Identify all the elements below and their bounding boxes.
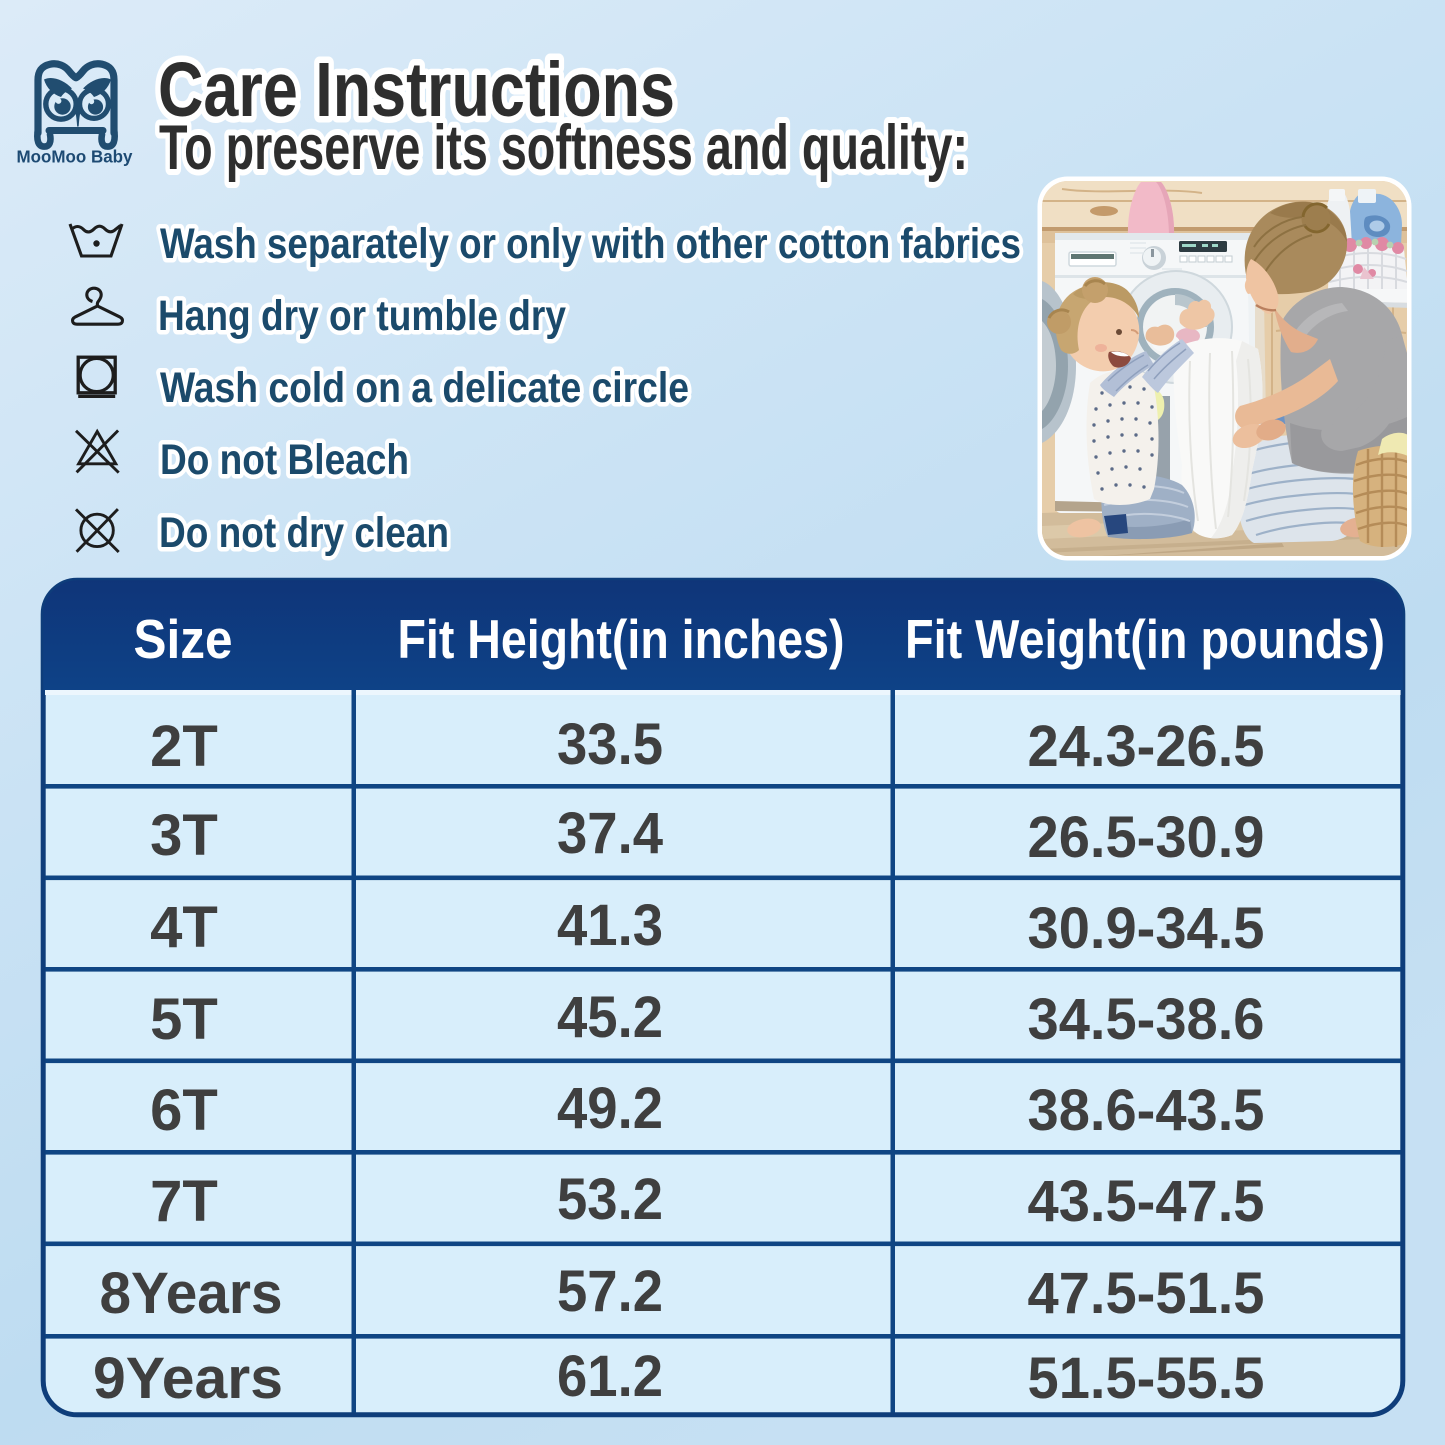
svg-text:Do not Bleach: Do not Bleach [160, 436, 409, 484]
svg-text:37.4: 37.4 [557, 801, 663, 866]
svg-text:47.5-51.5: 47.5-51.5 [1028, 1261, 1265, 1326]
svg-text:9Years: 9Years [93, 1346, 283, 1411]
svg-text:34.5-38.6: 34.5-38.6 [1028, 987, 1265, 1052]
svg-text:To preserve its softness and q: To preserve its softness and quality: [159, 113, 968, 183]
svg-text:8Years: 8Years [100, 1261, 283, 1326]
svg-text:Wash cold on a delicate circle: Wash cold on a delicate circle [160, 364, 689, 412]
svg-text:Wash separately or only with o: Wash separately or only with other cotto… [160, 220, 1021, 268]
svg-text:6T: 6T [150, 1078, 218, 1143]
svg-text:Do not Bleach: Do not Bleach [160, 436, 409, 484]
svg-text:MooMoo Baby: MooMoo Baby [17, 147, 133, 167]
svg-text:7T: 7T [150, 1169, 218, 1234]
svg-text:Fit Height(in inches): Fit Height(in inches) [398, 608, 845, 670]
svg-text:57.2: 57.2 [557, 1259, 663, 1324]
svg-text:61.2: 61.2 [557, 1344, 663, 1409]
svg-text:Fit Weight(in pounds): Fit Weight(in pounds) [905, 608, 1385, 670]
svg-text:Hang dry or tumble dry: Hang dry or tumble dry [158, 292, 566, 340]
svg-text:2T: 2T [150, 714, 218, 779]
svg-text:Do not dry clean: Do not dry clean [159, 509, 449, 557]
svg-text:49.2: 49.2 [557, 1076, 663, 1141]
svg-text:Care Instructions: Care Instructions [158, 47, 675, 133]
svg-text:Wash cold on a delicate circle: Wash cold on a delicate circle [160, 364, 689, 412]
svg-text:3T: 3T [150, 803, 218, 868]
svg-text:Size: Size [134, 608, 233, 670]
svg-text:45.2: 45.2 [557, 985, 663, 1050]
svg-text:24.3-26.5: 24.3-26.5 [1028, 714, 1265, 779]
svg-text:4T: 4T [150, 895, 218, 960]
svg-text:To preserve its softness and q: To preserve its softness and quality: [159, 113, 968, 183]
svg-text:43.5-47.5: 43.5-47.5 [1028, 1169, 1265, 1234]
svg-text:53.2: 53.2 [557, 1167, 663, 1232]
svg-text:33.5: 33.5 [557, 712, 663, 777]
svg-text:38.6-43.5: 38.6-43.5 [1028, 1078, 1265, 1143]
svg-text:41.3: 41.3 [557, 893, 663, 958]
svg-text:Hang dry or tumble dry: Hang dry or tumble dry [158, 292, 566, 340]
svg-text:5T: 5T [150, 987, 218, 1052]
svg-text:Wash separately or only with o: Wash separately or only with other cotto… [160, 220, 1021, 268]
svg-text:30.9-34.5: 30.9-34.5 [1028, 896, 1265, 961]
svg-text:Care Instructions: Care Instructions [158, 47, 675, 133]
svg-text:26.5-30.9: 26.5-30.9 [1028, 805, 1265, 870]
svg-text:51.5-55.5: 51.5-55.5 [1028, 1346, 1265, 1411]
svg-text:Do not dry clean: Do not dry clean [159, 509, 449, 557]
